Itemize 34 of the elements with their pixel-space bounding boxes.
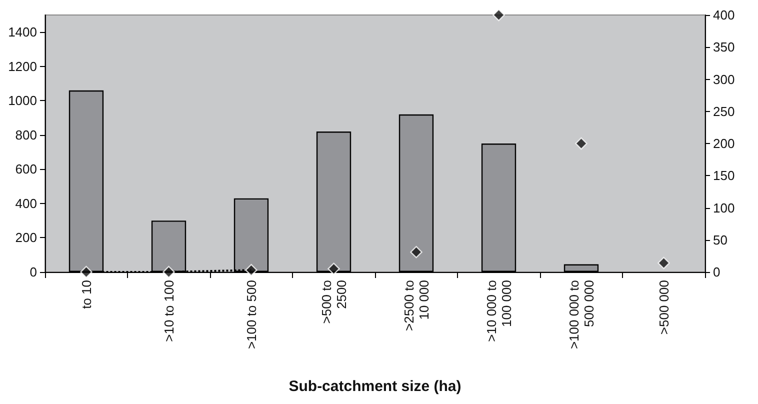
y2-tick-label: 100 [713, 200, 735, 216]
point [328, 262, 340, 275]
y-tick-label: 0 [30, 264, 37, 280]
x-tick-label: >10 to 100 [161, 280, 176, 342]
y2-tick-label: 350 [713, 40, 735, 55]
y2-tick-label: 250 [713, 104, 735, 119]
y-tick-label: 1200 [8, 58, 37, 74]
y-tick-label: 200 [15, 230, 37, 246]
x-tick-label: >500 000 [656, 280, 672, 335]
x-tick-label: >100 000 to 500 000 [566, 280, 596, 350]
point [575, 137, 588, 150]
y2-tick-label: 150 [713, 168, 735, 184]
point [80, 266, 92, 278]
y2-tick-label: 300 [713, 72, 735, 87]
x-axis-title: Sub-catchment size (ha) [288, 378, 462, 395]
x-tick-label: >100 to 500 [244, 280, 259, 350]
y-tick-label: 800 [15, 127, 37, 142]
y2-tick-label: 400 [713, 8, 735, 22]
point [162, 266, 175, 278]
x-tick-label: to 10 [78, 280, 94, 309]
x-tick-label: >2500 to 10 000 [401, 280, 432, 331]
x-tick-label: >10 000 to 100 000 [484, 280, 514, 342]
y-tick-label: 1000 [8, 93, 37, 108]
y-tick-label: 600 [15, 162, 37, 177]
y2-tick-label: 50 [713, 232, 728, 248]
y2-tick-label: 0 [713, 264, 720, 280]
point [410, 246, 422, 258]
y2-tick-label: 200 [713, 136, 735, 151]
y-tick-label: 1400 [8, 24, 37, 40]
point [245, 264, 258, 276]
point [492, 8, 505, 22]
point [658, 256, 670, 270]
x-tick-label: >500 to 2500 [318, 280, 349, 324]
y-tick-label: 400 [15, 196, 37, 211]
